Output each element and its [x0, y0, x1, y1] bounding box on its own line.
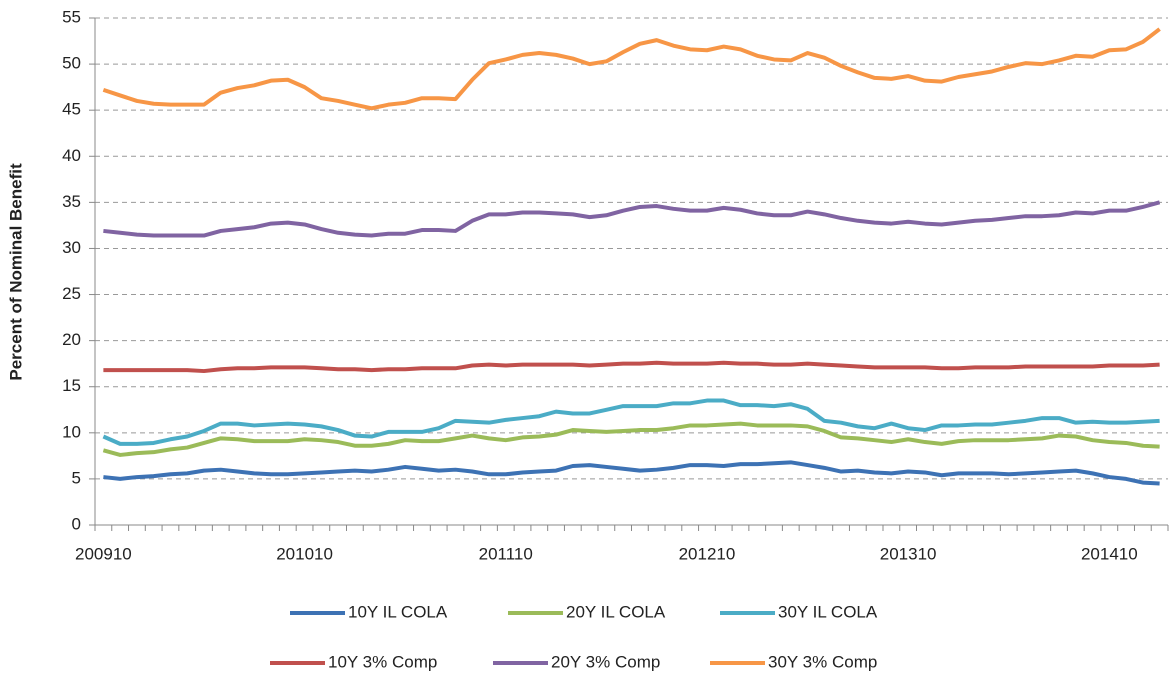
y-tick-label: 0 — [72, 514, 81, 533]
legend-label: 10Y 3% Comp — [328, 652, 437, 671]
legend-label: 30Y IL COLA — [778, 602, 878, 621]
x-tick-label: 201410 — [1081, 544, 1138, 563]
legend-label: 20Y 3% Comp — [551, 652, 660, 671]
legend-label: 10Y IL COLA — [348, 602, 448, 621]
y-tick-label: 35 — [62, 192, 81, 211]
y-tick-label: 20 — [62, 330, 81, 349]
y-tick-label: 15 — [62, 376, 81, 395]
y-tick-label: 45 — [62, 100, 81, 119]
series-line — [102, 421, 1160, 457]
series-line — [102, 27, 1161, 111]
series-line — [103, 360, 1160, 374]
x-tick-label: 201210 — [679, 544, 736, 563]
x-tick-label: 200910 — [75, 544, 132, 563]
x-tick-label: 201110 — [479, 544, 533, 563]
y-tick-label: 30 — [62, 238, 81, 257]
y-tick-label: 40 — [62, 146, 81, 165]
y-axis-title: Percent of Nominal Benefit — [6, 163, 25, 381]
y-tick-label: 25 — [62, 284, 81, 303]
series-line — [103, 460, 1160, 486]
legend-label: 20Y IL COLA — [566, 602, 666, 621]
y-tick-label: 55 — [62, 7, 81, 26]
x-tick-label: 201010 — [276, 544, 333, 563]
x-tick-label: 201310 — [880, 544, 937, 563]
y-tick-label: 5 — [72, 468, 81, 487]
y-tick-label: 50 — [62, 54, 81, 73]
y-tick-label: 10 — [62, 422, 81, 441]
series-line — [102, 398, 1160, 446]
legend-label: 30Y 3% Comp — [768, 652, 877, 671]
series-line — [103, 200, 1161, 238]
